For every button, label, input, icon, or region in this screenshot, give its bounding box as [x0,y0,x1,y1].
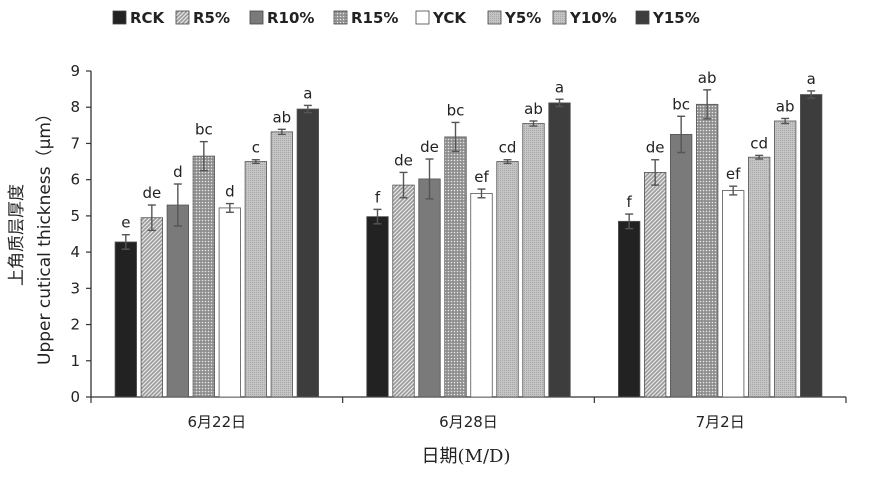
bar [192,155,215,398]
significance-letter: cd [750,134,768,152]
significance-letter: c [252,139,260,157]
y-tick-label: 6 [70,171,80,189]
significance-letter: d [225,183,235,201]
legend-swatch [552,10,567,25]
y-axis-title-cn: 上角质层厚度 [7,184,27,286]
significance-letter: de [394,151,413,169]
bar [670,133,693,398]
bar [114,241,137,398]
bar [522,123,545,398]
bar [270,131,293,398]
y-tick-label: 8 [70,98,80,116]
significance-letter: cd [499,139,517,157]
bar [244,161,267,398]
y-tick-labels: 0 1 2 3 4 5 6 7 8 9 [70,62,80,406]
bar [166,204,189,398]
significance-letter: a [807,70,816,88]
bar [470,193,493,398]
y-tick-label: 4 [70,243,80,261]
bar [366,216,389,398]
y-tick-label: 9 [70,62,80,80]
bar [140,217,163,398]
legend-label: RCK [130,9,166,27]
legend-label: Y15% [652,9,700,27]
bar [496,161,519,398]
legend-label: R10% [267,9,314,27]
y-tick-label: 2 [70,316,80,334]
legend-swatch [112,10,127,25]
y-tick-label: 1 [70,352,80,370]
significance-letter: bc [195,121,213,139]
significance-letter: d [173,163,183,181]
bar [722,190,745,398]
legend-swatch [249,10,264,25]
bar [644,172,667,398]
y-tick-label: 7 [70,134,80,152]
bar [444,136,467,398]
bar [800,94,823,398]
legend-label: Y10% [569,9,617,27]
category-label: 6月28日 [439,413,498,431]
y-tick-label: 5 [70,207,80,225]
legend-label: R5% [193,9,230,27]
legend-swatch [635,10,650,25]
y-tick-label: 3 [70,279,80,297]
bar [774,120,797,398]
significance-letter: f [627,193,633,211]
bar [418,178,441,398]
legend-label: Y5% [504,9,541,27]
legend-label: R15% [351,9,398,27]
bar [296,108,319,398]
significance-letter: ab [698,69,717,87]
bar [392,184,415,398]
category-labels: 6月22日 6月28日 7月2日 [188,413,745,431]
bar [748,156,771,398]
significance-letter: ab [272,108,291,126]
significance-letter: bc [672,95,690,113]
legend-swatch [415,10,430,25]
axes [86,70,847,403]
legend-swatch [487,10,502,25]
bar [548,102,571,398]
significance-letter: f [375,188,381,206]
significance-letter: ef [474,168,489,186]
significance-letter: ab [776,97,795,115]
significance-letter: a [555,78,564,96]
x-axis-title: 日期(M/D) [422,446,511,467]
significance-letter: ab [524,100,543,118]
legend-swatch [333,10,348,25]
category-label: 6月22日 [188,413,247,431]
bar [218,207,241,398]
legend: RCK R5% R10% R15% YCK Y5% Y10% Y15% [112,9,700,27]
significance-letter: de [142,184,161,202]
significance-letter: a [303,84,312,102]
category-label: 7月2日 [696,413,745,431]
bar [618,220,641,398]
significance-letter: bc [447,101,465,119]
significance-letter: de [420,138,439,156]
y-axis-title: Upper cutical thickness（μm） [35,105,55,365]
legend-swatch [175,10,190,25]
significance-letter: ef [726,165,741,183]
significance-letter: e [121,214,130,232]
legend-label: YCK [432,9,467,27]
bar [696,103,719,398]
y-tick-label: 0 [70,388,80,406]
significance-letter: de [646,139,665,157]
